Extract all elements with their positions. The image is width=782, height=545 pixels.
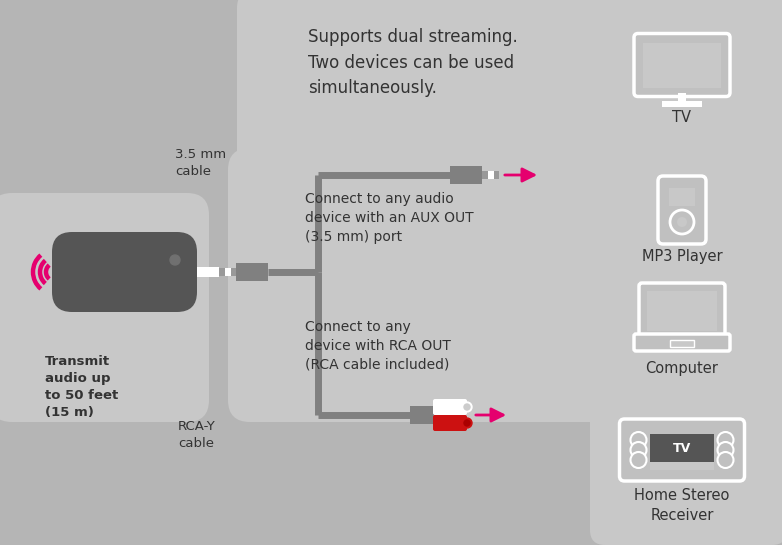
Circle shape [630,432,647,448]
Circle shape [677,217,687,227]
Circle shape [464,420,470,426]
FancyBboxPatch shape [634,33,730,96]
Circle shape [718,442,734,458]
FancyBboxPatch shape [619,419,744,481]
Bar [225,268,231,276]
FancyBboxPatch shape [600,153,782,393]
FancyBboxPatch shape [639,283,725,339]
Bar [647,291,717,331]
Bar [670,340,694,347]
FancyBboxPatch shape [658,176,706,244]
FancyBboxPatch shape [433,399,467,415]
Bar [643,43,721,88]
Text: RCA-Y
cable: RCA-Y cable [178,420,216,450]
FancyBboxPatch shape [595,0,782,168]
Circle shape [170,255,180,265]
Bar [197,267,219,277]
Circle shape [462,402,472,412]
FancyBboxPatch shape [0,193,209,422]
Circle shape [670,210,694,234]
Circle shape [718,432,734,448]
FancyBboxPatch shape [237,0,618,201]
FancyBboxPatch shape [228,148,637,422]
Text: Connect to any
device with RCA OUT
(RCA cable included): Connect to any device with RCA OUT (RCA … [305,320,451,372]
Bar [494,171,499,179]
Circle shape [464,404,470,410]
Bar [219,268,225,276]
Bar [236,263,268,281]
FancyBboxPatch shape [634,334,730,351]
Bar [678,93,686,102]
Text: 3.5 mm
cable: 3.5 mm cable [175,148,226,178]
Circle shape [630,442,647,458]
Text: Transmit
audio up
to 50 feet
(15 m): Transmit audio up to 50 feet (15 m) [45,355,118,419]
FancyBboxPatch shape [590,370,782,545]
FancyBboxPatch shape [433,415,467,431]
Bar [410,406,435,424]
Bar [650,434,714,464]
Bar [669,188,695,206]
Circle shape [718,452,734,468]
Circle shape [630,452,647,468]
Bar [482,171,488,179]
Text: Computer: Computer [646,361,719,376]
FancyBboxPatch shape [52,232,197,312]
Text: Supports dual streaming.
Two devices can be used
simultaneously.: Supports dual streaming. Two devices can… [308,28,518,98]
Text: Connect to any audio
device with an AUX OUT
(3.5 mm) port: Connect to any audio device with an AUX … [305,192,474,244]
Text: TV: TV [673,111,691,125]
Text: Home Stereo
Receiver: Home Stereo Receiver [634,488,730,523]
Bar [662,100,702,106]
Text: TV: TV [673,443,691,456]
Bar [650,462,714,470]
Bar [231,268,236,276]
Bar [450,166,482,184]
Circle shape [462,418,472,428]
Text: MP3 Player: MP3 Player [642,249,723,264]
Bar [488,171,494,179]
